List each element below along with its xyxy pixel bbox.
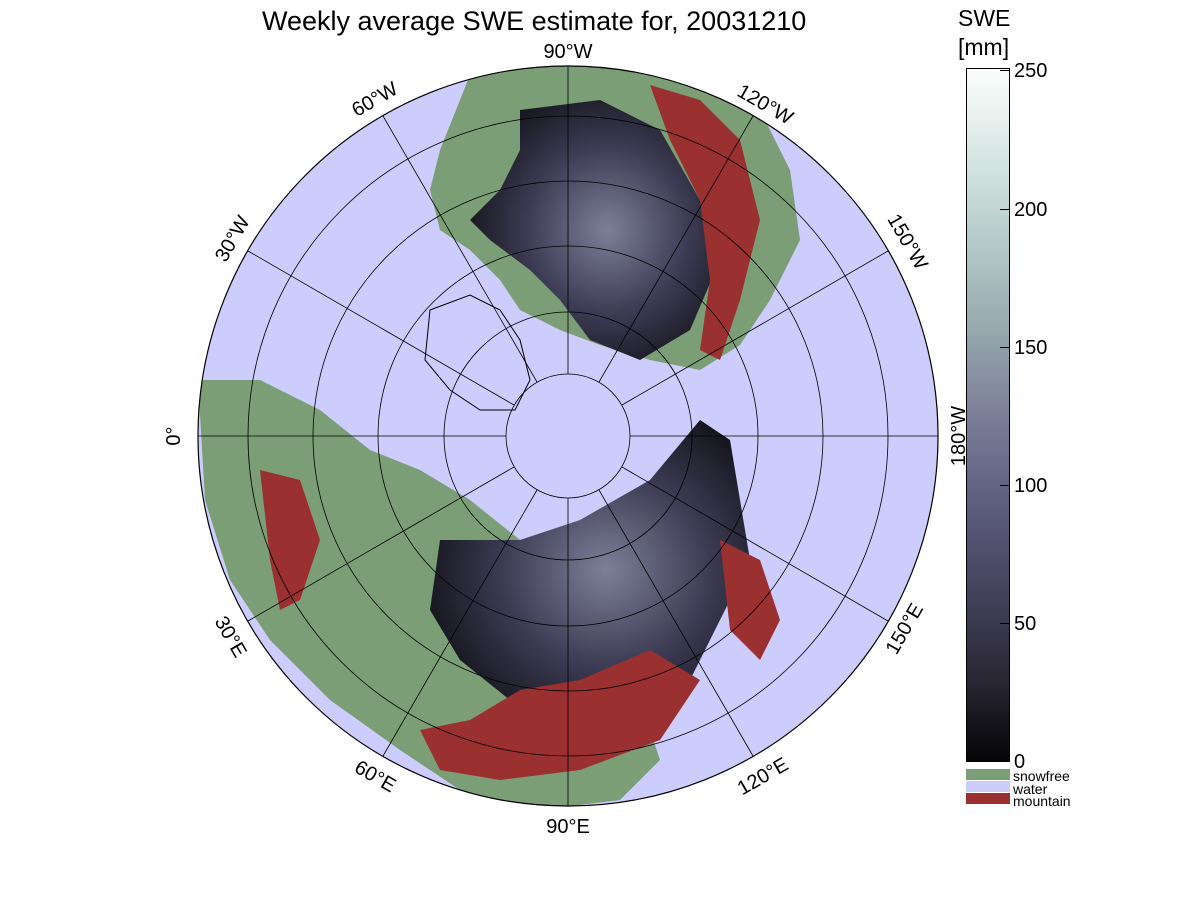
- colorbar-tick: [1000, 485, 1010, 486]
- colorbar-tick: [1000, 70, 1010, 71]
- map-boundary: [197, 65, 939, 807]
- legend-label-mountain: mountain: [1013, 793, 1071, 809]
- map-title: Weekly average SWE estimate for, 2003121…: [262, 6, 807, 36]
- swe-colorbar: [966, 68, 1010, 762]
- legend-swatch-mountain: [966, 793, 1010, 804]
- land-layer: [198, 66, 800, 806]
- colorbar-tick: [1000, 209, 1010, 210]
- greenland-outline: [424, 294, 531, 411]
- east-asia-mountains: [720, 540, 780, 660]
- colorbar-tick-label: 100: [1014, 475, 1048, 497]
- rocky-mountains: [650, 85, 760, 360]
- lon-label-90w: 90°W: [543, 41, 592, 63]
- legend-label-water: water: [1013, 781, 1048, 797]
- central-asia-mountains: [420, 650, 700, 780]
- legend-label-snowfree: snowfree: [1013, 768, 1070, 784]
- colorbar-tick: [1000, 623, 1010, 624]
- colorbar-tick-label: 200: [1014, 199, 1048, 221]
- graticule: [198, 66, 938, 806]
- colorbar-title: SWE: [958, 5, 1011, 31]
- north-america-snow: [470, 100, 720, 360]
- colorbar-unit: [mm]: [958, 34, 1010, 60]
- scandinavian-mountains: [260, 470, 320, 610]
- lon-label-90e: 90°E: [546, 816, 590, 838]
- colorbar-tick-label: 0: [1014, 751, 1026, 773]
- lon-label-0: 0°: [163, 426, 185, 445]
- colorbar-tick: [1000, 761, 1010, 762]
- lon-label-180w: 180°W: [948, 406, 970, 466]
- lon-label-30e: 30°E: [210, 613, 251, 662]
- colorbar-tick: [1000, 347, 1010, 348]
- colorbar-tick-label: 250: [1014, 60, 1048, 82]
- lon-label-60e: 60°E: [351, 756, 400, 797]
- colorbar-tick-label: 150: [1014, 337, 1048, 359]
- legend-swatch-snowfree: [966, 769, 1010, 780]
- legend-swatch-water: [966, 781, 1010, 792]
- colorbar-tick-label: 50: [1014, 613, 1037, 635]
